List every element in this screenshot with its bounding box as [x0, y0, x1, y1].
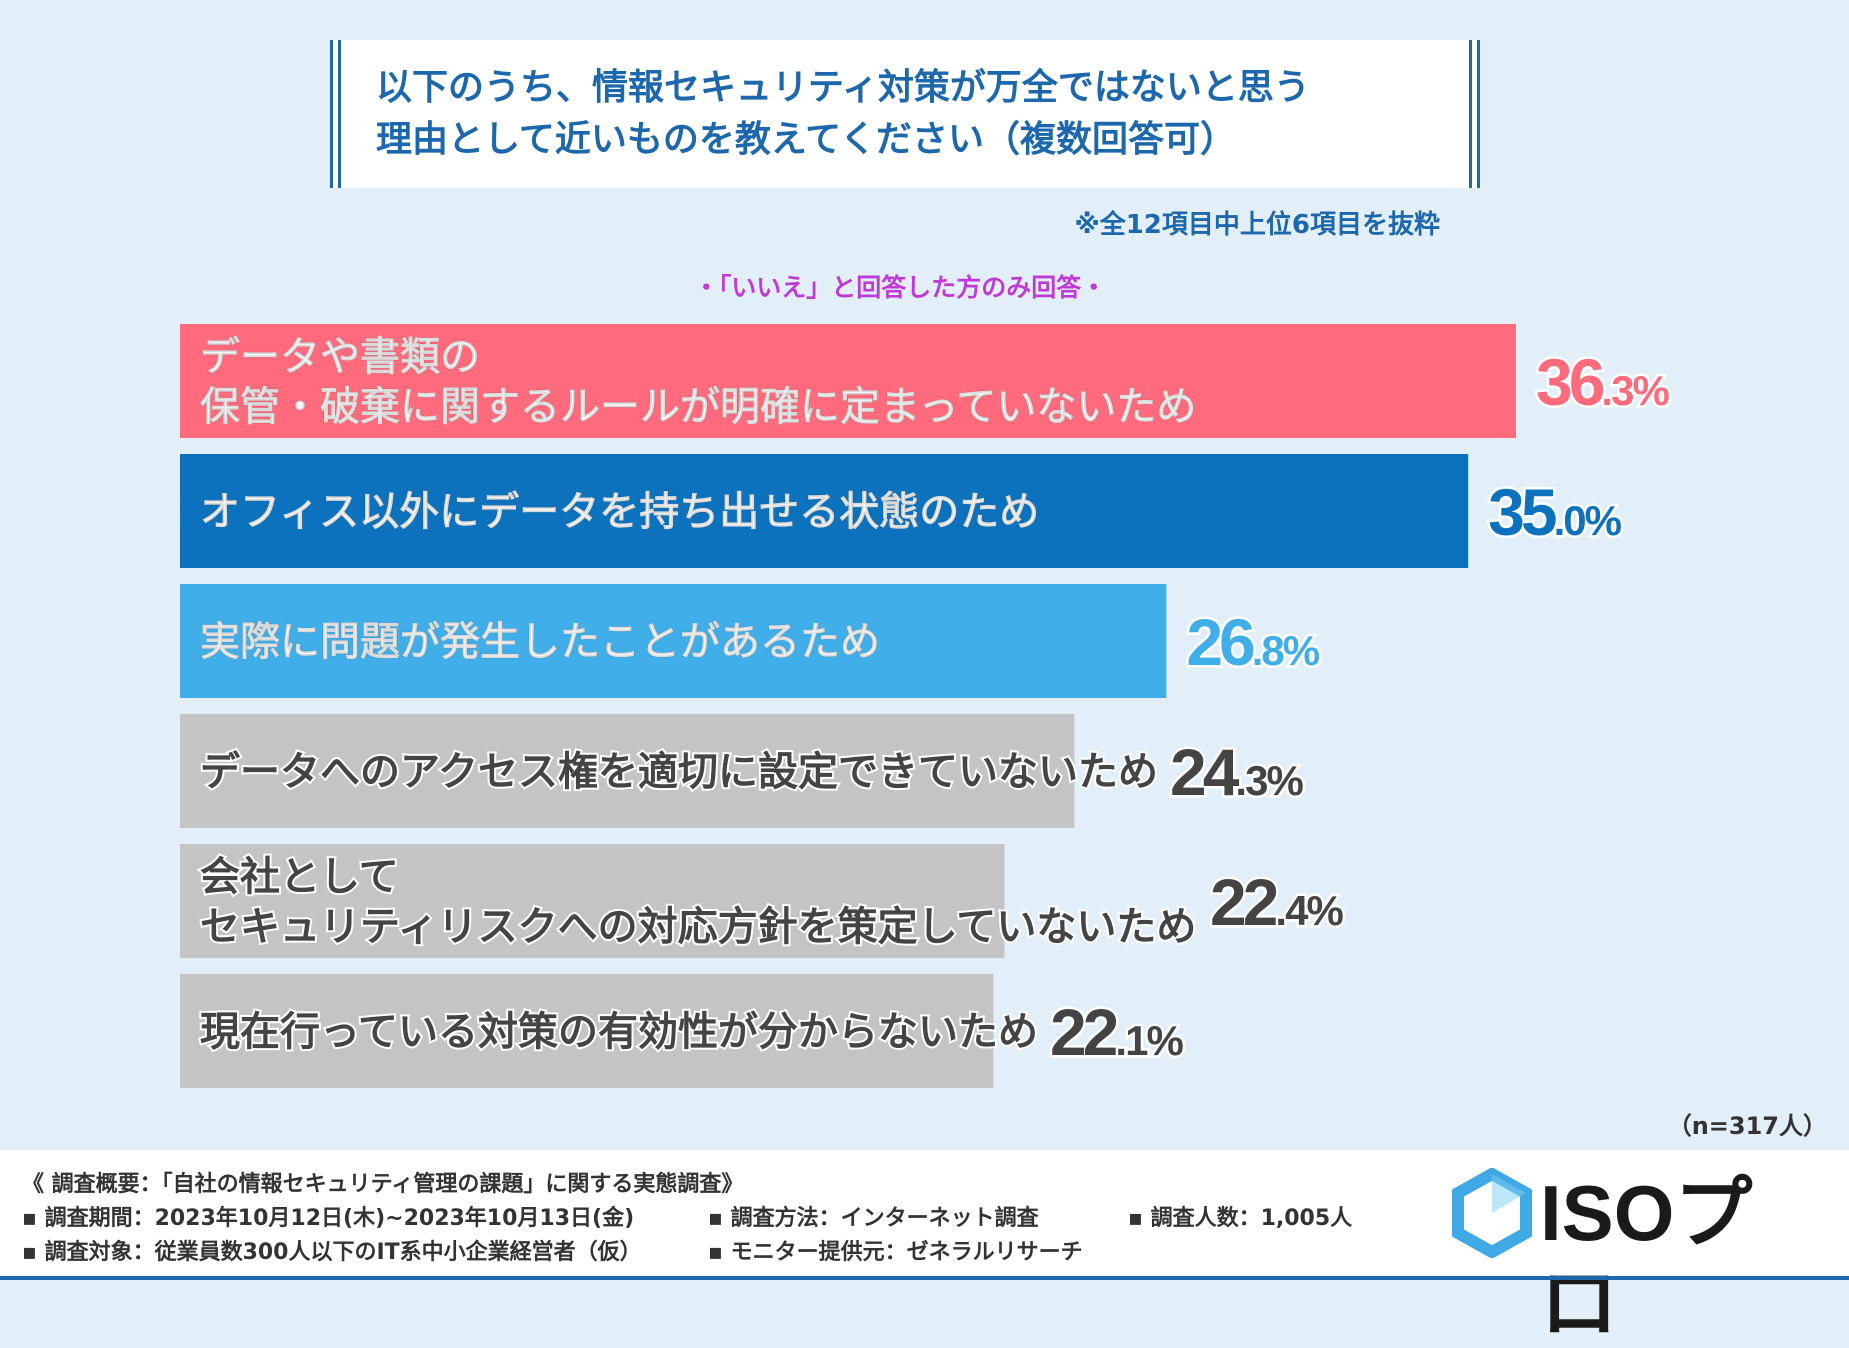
title-border-right-inner — [1469, 40, 1472, 188]
bar-chart: データや書類の保管・破棄に関するルールが明確に定まっていないため 36.3% オフィ… — [180, 324, 1674, 1088]
category-label-3: 実際に問題が発生したことがあるため — [200, 619, 880, 665]
value-label-2: 35.0% — [1488, 475, 1621, 549]
respondent-note: ・「いいえ」と回答した方のみ回答・ — [693, 273, 1107, 302]
title-border-left-outer — [330, 40, 333, 188]
title-border-left-inner — [338, 40, 341, 188]
bar-3 — [180, 584, 1167, 698]
value-label-6: 22.1% — [1050, 995, 1183, 1069]
bar-5 — [180, 844, 1005, 958]
category-label-1: データや書類の保管・破棄に関するルールが明確に定まっていないため — [200, 334, 1196, 430]
survey-target: ▪ 調査対象：従業員数300人以下のIT系中小企業経営者（仮） — [22, 1240, 642, 1265]
isopro-logo: ISOプロ — [1450, 1167, 1830, 1347]
category-label-4: データへのアクセス権を適切に設定できていないため — [200, 749, 1158, 795]
chart-title: 以下のうち、情報セキュリティ対策が万全ではないと思う 理由として近いものを教えて… — [376, 62, 1450, 166]
hexagon-logo-icon — [1452, 1167, 1532, 1259]
footer: 《 調査概要：「自社の情報セキュリティ管理の課題」に関する実態調査》 ▪ 調査期… — [0, 1150, 1849, 1280]
value-label-4: 24.3% — [1170, 735, 1303, 809]
category-label-5: 会社としてセキュリティリスクへの対応方針を策定していないため — [200, 854, 1196, 950]
bottom-accent-line — [0, 1276, 1849, 1280]
bar-1 — [180, 324, 1516, 438]
bar-6 — [180, 974, 994, 1088]
category-label-6: 現在行っている対策の有効性が分からないため — [200, 1009, 1038, 1055]
title-border-right-outer — [1477, 40, 1480, 188]
sample-size: （n=317人） — [1667, 1112, 1827, 1140]
category-label-2: オフィス以外にデータを持ち出せる状態のため — [200, 489, 1039, 535]
title-line-1: 以下のうち、情報セキュリティ対策が万全ではないと思う — [376, 67, 1310, 108]
value-label-1: 36.3% — [1536, 345, 1669, 419]
logo-text: ISOプロ — [1540, 1169, 1753, 1347]
survey-method: ▪ 調査方法：インターネット調査 — [708, 1206, 1039, 1231]
title-line-2: 理由として近いものを教えてください（複数回答可） — [376, 119, 1237, 160]
bar-2 — [180, 454, 1469, 568]
excerpt-note: ※全12項目中上位6項目を抜粋 — [1074, 210, 1440, 240]
value-label-3: 26.8% — [1186, 605, 1319, 679]
value-label-5: 22.4% — [1210, 865, 1343, 939]
survey-summary: 《 調査概要：「自社の情報セキュリティ管理の課題」に関する実態調査》 — [22, 1172, 744, 1197]
survey-count: ▪ 調査人数：1,005人 — [1128, 1206, 1353, 1231]
survey-period: ▪ 調査期間：2023年10月12日(木)~2023年10月13日(金) — [22, 1206, 635, 1231]
title-box: 以下のうち、情報セキュリティ対策が万全ではないと思う 理由として近いものを教えて… — [330, 40, 1480, 188]
bar-4 — [180, 714, 1075, 828]
survey-provider: ▪ モニター提供元：ゼネラルリサーチ — [708, 1240, 1083, 1265]
